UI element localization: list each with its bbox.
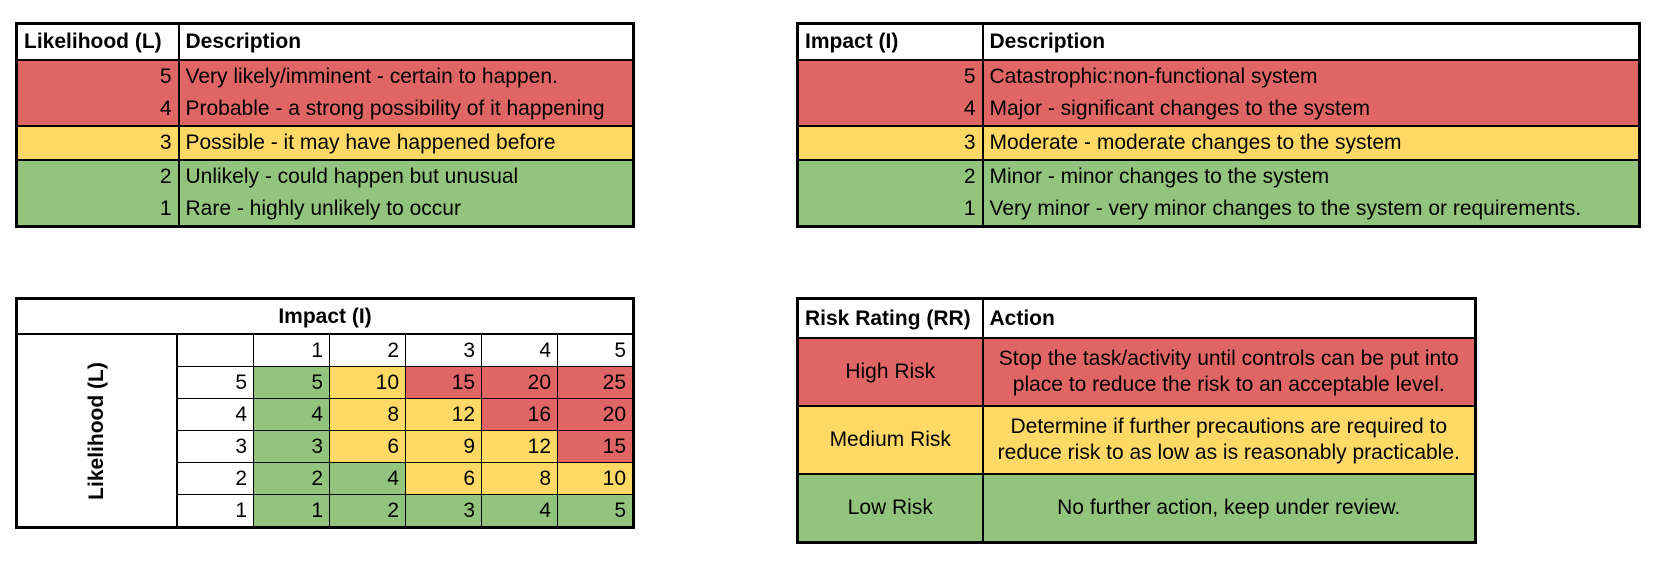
impact-row: 1 Very minor - very minor changes to the… (796, 193, 1641, 227)
impact-value: 5 (796, 60, 984, 93)
matrix-cell: 20 (557, 398, 634, 431)
risk-rating: Low Risk (796, 473, 984, 544)
matrix-row: 5 5 10 15 20 25 (17, 366, 634, 399)
matrix-cell: 10 (329, 366, 406, 399)
likelihood-row: 2 Unlikely - could happen but unusual (15, 159, 635, 193)
matrix-cell: 12 (481, 430, 558, 463)
likelihood-value: 5 (15, 60, 180, 93)
impact-row: 2 Minor - minor changes to the system (796, 159, 1641, 193)
impact-row: 3 Moderate - moderate changes to the sys… (796, 125, 1641, 160)
matrix-row-label-cell: Likelihood (L) (16, 333, 178, 528)
risk-rating: High Risk (796, 337, 984, 407)
likelihood-value: 2 (15, 159, 180, 193)
likelihood-row: 1 Rare - highly unlikely to occur (15, 193, 635, 227)
likelihood-row: 3 Possible - it may have happened before (15, 125, 635, 160)
matrix-cell: 6 (329, 430, 406, 463)
matrix-row: 1 1 2 3 4 5 (17, 494, 634, 528)
likelihood-description: Probable - a strong possibility of it ha… (177, 93, 635, 126)
impact-value: 2 (796, 159, 984, 193)
matrix-cell: 3 (253, 430, 330, 463)
impact-row: 4 Major - significant changes to the sys… (796, 93, 1641, 126)
impact-value: 4 (796, 93, 984, 126)
risk-action-table: Risk Rating (RR) Action High Risk Stop t… (796, 297, 1477, 544)
likelihood-row: 5 Very likely/imminent - certain to happ… (15, 60, 635, 93)
risk-row-high: High Risk Stop the task/activity until c… (796, 337, 1477, 407)
matrix-cell: 8 (329, 398, 406, 431)
risk-row-low: Low Risk No further action, keep under r… (796, 473, 1477, 544)
impact-value: 3 (796, 125, 984, 160)
matrix-cell: 8 (481, 462, 558, 495)
likelihood-value: 4 (15, 93, 180, 126)
impact-row: 5 Catastrophic:non-functional system (796, 60, 1641, 93)
impact-description: Major - significant changes to the syste… (981, 93, 1641, 126)
matrix-row: 3 3 6 9 12 15 (17, 430, 634, 463)
matrix-cell: 5 (557, 494, 634, 528)
risk-action: No further action, keep under review. (981, 473, 1477, 544)
likelihood-header: Likelihood (L) (15, 22, 180, 61)
risk-rating-header: Risk Rating (RR) (796, 297, 984, 339)
impact-description: Moderate - moderate changes to the syste… (981, 125, 1641, 160)
likelihood-description: Unlikely - could happen but unusual (177, 159, 635, 193)
matrix-cell: 5 (253, 366, 330, 399)
matrix-title: Impact (I) (16, 298, 634, 335)
likelihood-description: Possible - it may have happened before (177, 125, 635, 160)
matrix-cell: 3 (405, 494, 482, 528)
risk-rating: Medium Risk (796, 405, 984, 475)
likelihood-value: 3 (15, 125, 180, 160)
matrix-row-header: 2 (176, 462, 254, 495)
matrix-cell: 25 (557, 366, 634, 399)
likelihood-description-header: Description (177, 22, 635, 61)
matrix-cell: 2 (329, 494, 406, 528)
likelihood-table: Likelihood (L) Description 5 Very likely… (15, 22, 635, 228)
matrix-cell: 10 (557, 462, 634, 495)
impact-value: 1 (796, 193, 984, 227)
matrix-cell: 4 (253, 398, 330, 431)
matrix-cell: 15 (557, 430, 634, 463)
impact-description: Minor - minor changes to the system (981, 159, 1641, 193)
matrix-row: 4 4 8 12 16 20 (17, 398, 634, 431)
impact-description: Very minor - very minor changes to the s… (981, 193, 1641, 227)
matrix-cell: 4 (481, 494, 558, 528)
likelihood-description: Very likely/imminent - certain to happen… (177, 60, 635, 93)
matrix-corner-cell (176, 333, 254, 367)
impact-header: Impact (I) (796, 22, 984, 61)
likelihood-row: 4 Probable - a strong possibility of it … (15, 93, 635, 126)
matrix-cell: 20 (481, 366, 558, 399)
likelihood-description: Rare - highly unlikely to occur (177, 193, 635, 227)
matrix-row-label: Likelihood (L) (84, 361, 108, 500)
matrix-cell: 6 (405, 462, 482, 495)
matrix-cell: 12 (405, 398, 482, 431)
impact-description: Catastrophic:non-functional system (981, 60, 1641, 93)
matrix-col-header: 2 (329, 333, 406, 367)
matrix-row-header: 4 (176, 398, 254, 431)
matrix-col-header: 3 (405, 333, 482, 367)
matrix-row-header: 3 (176, 430, 254, 463)
risk-row-medium: Medium Risk Determine if further precaut… (796, 405, 1477, 475)
risk-action-header: Action (981, 297, 1477, 339)
matrix-col-header: 4 (481, 333, 558, 367)
likelihood-value: 1 (15, 193, 180, 227)
matrix-cell: 2 (253, 462, 330, 495)
matrix-col-header: 5 (557, 333, 634, 367)
matrix-cell: 15 (405, 366, 482, 399)
matrix-cell: 1 (253, 494, 330, 528)
matrix-row-header: 1 (176, 494, 254, 528)
matrix-cell: 9 (405, 430, 482, 463)
risk-action: Determine if further precautions are req… (981, 405, 1477, 475)
matrix-cell: 16 (481, 398, 558, 431)
matrix-cell: 4 (329, 462, 406, 495)
matrix-row-header: 5 (176, 366, 254, 399)
impact-description-header: Description (981, 22, 1641, 61)
risk-action: Stop the task/activity until controls ca… (981, 337, 1477, 407)
impact-table: Impact (I) Description 5 Catastrophic:no… (796, 22, 1641, 228)
matrix-col-header: 1 (253, 333, 330, 367)
risk-matrix: Impact (I) Likelihood (L) 1 2 3 4 5 5 5 … (15, 297, 635, 529)
